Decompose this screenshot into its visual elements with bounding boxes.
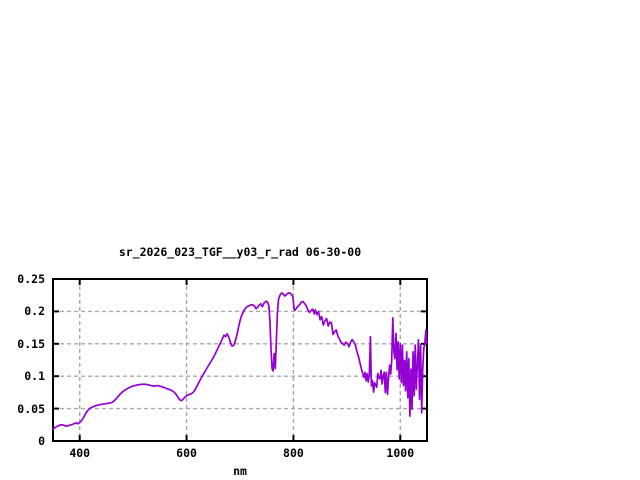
y-tick-label: 0.2 xyxy=(24,304,45,319)
x-tick-label: 1000 xyxy=(386,446,415,460)
y-tick-label: 0.05 xyxy=(17,401,45,416)
plot-border xyxy=(52,278,428,442)
y-tick-label: 0.25 xyxy=(17,272,45,286)
y-tick-label: 0 xyxy=(38,434,45,448)
chart-title: sr_2026_023_TGF__y03_r_rad 06-30-00 xyxy=(118,245,362,259)
x-tick-label: 800 xyxy=(283,446,304,460)
x-tick-label: 600 xyxy=(176,446,197,460)
spectrum-curve xyxy=(52,292,428,431)
x-tick-label: 400 xyxy=(69,446,91,460)
y-tick-label: 0.1 xyxy=(24,369,45,384)
y-tick-label: 0.15 xyxy=(17,336,45,351)
x-axis-label: nm xyxy=(233,464,247,478)
